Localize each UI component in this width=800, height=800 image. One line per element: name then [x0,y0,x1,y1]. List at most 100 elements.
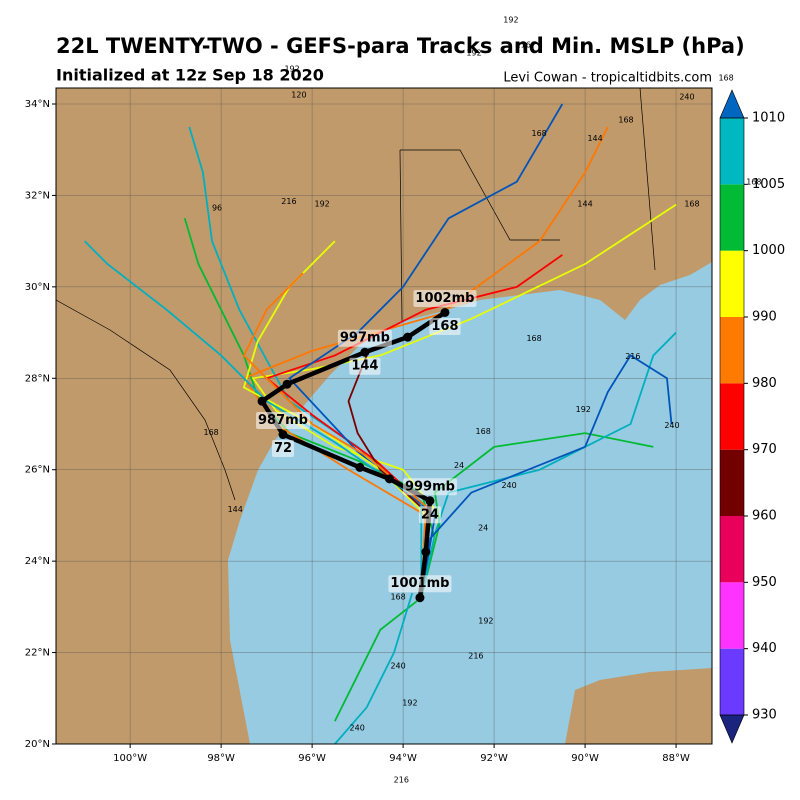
hour-label: 168 [526,334,541,343]
label-background [271,440,295,458]
colorbar-label: 950 [752,575,777,590]
hour-label: 96 [212,204,222,213]
colorbar-label: 1005 [752,177,785,192]
hour-label: 216 [281,197,296,206]
member-track [242,126,609,594]
map-area: 1001mb 999mb 24 987mb 72 997mb 144 1002mb 168 [56,88,712,744]
colorbar-band [720,250,744,317]
pressure-label: 987mb [258,413,308,428]
colorbar-frame [719,117,745,716]
mean-point [415,593,425,603]
hour-label: 192 [314,200,329,209]
x-tick-label: 96°W [298,753,326,764]
pressure-label: 1002mb [415,291,474,306]
hour-label: 240 [350,724,365,733]
hour-label: 24 [454,461,464,470]
hour-label: 216 [394,776,409,785]
hour-label-mean: 144 [351,359,378,374]
member-track [420,354,673,598]
y-tick-label: 34°N [25,99,50,110]
member-track [242,240,427,598]
colorbar-label: 990 [752,310,777,325]
hour-label-mean: 168 [431,319,458,334]
colorbar-band [720,449,744,516]
hour-label: 168 [476,427,491,436]
hour-label: 192 [284,64,299,73]
colorbar-label: 980 [752,376,777,391]
y-tick-label: 24°N [25,556,50,567]
hour-label: 216 [516,41,531,50]
x-tick-label: 92°W [480,753,508,764]
hour-label: 240 [679,93,694,102]
colorbar-band [720,383,744,450]
credit: Levi Cowan - tropicaltidbits.com [503,71,712,86]
y-tick-label: 32°N [25,190,50,201]
border [400,149,560,241]
y-tick-label: 28°N [25,373,50,384]
hour-label: 120 [291,90,306,99]
hour-label: 192 [466,48,481,57]
y-tick-label: 22°N [25,648,50,659]
label-background [402,478,457,496]
member-track [334,592,414,744]
x-tick-label: 88°W [662,753,690,764]
hour-label: 168 [746,178,761,187]
colorbar-label: 1010 [752,111,785,126]
x-tick-label: 90°W [571,753,599,764]
hour-label: 144 [587,134,602,143]
colorbar-extend-under [719,714,745,744]
x-tick-label: 94°W [389,753,417,764]
colorbar-band [720,317,744,384]
mean-point [355,462,365,472]
hour-label: 144 [228,505,243,514]
mean-point [282,379,292,389]
hour-label: 192 [402,698,417,707]
colorbar-label: 940 [752,641,777,656]
y-tick-label: 26°N [25,465,50,476]
label-background [349,357,381,375]
border [399,149,403,323]
hour-label: 240 [390,661,405,670]
pressure-label: 997mb [340,331,390,346]
hour-label-mean: 72 [274,441,292,456]
label-background [429,317,461,335]
hour-label: 216 [468,651,483,660]
hour-label: 168 [531,129,546,138]
hour-label: 24 [478,523,488,532]
hour-label: 168 [718,73,733,82]
label-background [418,506,441,524]
colorbar-band [720,118,744,185]
mean-point [440,307,450,317]
border [56,299,236,501]
pressure-label: 999mb [405,479,455,494]
hour-label: 240 [501,481,516,490]
border [639,88,656,271]
hour-label-mean: 24 [421,507,439,522]
mean-point [360,347,370,357]
hour-label: 192 [503,15,518,24]
colorbar-label: 1000 [752,243,785,258]
hour-label: 168 [203,428,218,437]
mean-point [425,496,435,506]
mean-point [384,474,394,484]
mean-point [421,547,431,557]
colorbar-label: 930 [752,708,777,723]
subtitle: Initialized at 12z Sep 18 2020 [56,66,324,85]
hour-label: 168 [618,116,633,125]
colorbar-label: 970 [752,442,777,457]
colorbar-band [720,516,744,583]
member-track [420,432,654,598]
label-background [413,289,477,307]
label-background [388,575,452,593]
x-tick-label: 100°W [113,753,147,764]
gulf-water [228,262,712,744]
hour-label: 216 [625,352,640,361]
y-tick-label: 30°N [25,282,50,293]
member-track [242,272,427,598]
mean-point [257,396,267,406]
hour-label: 168 [684,200,699,209]
colorbar-label: 960 [752,509,777,524]
hour-label: 168 [390,592,405,601]
colorbar-band [720,648,744,715]
